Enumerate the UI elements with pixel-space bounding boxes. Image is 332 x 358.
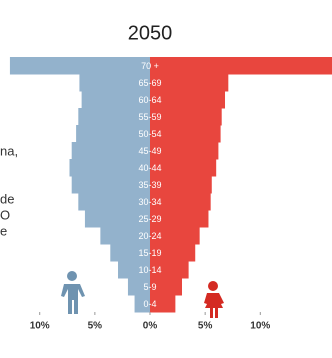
x-tick-label: 0% xyxy=(143,321,158,332)
age-label: 30-34 xyxy=(138,197,161,207)
age-label: 5-9 xyxy=(143,282,156,292)
annotation: O xyxy=(0,207,10,222)
male-bar xyxy=(78,108,151,126)
age-label: 0-4 xyxy=(143,299,156,309)
female-icon xyxy=(204,281,224,318)
age-label: 20-24 xyxy=(138,231,161,241)
female-bar xyxy=(150,176,212,194)
male-bar xyxy=(118,261,151,279)
female-bar xyxy=(150,91,226,109)
male-bar xyxy=(71,142,151,160)
x-tick-label: 5% xyxy=(198,321,213,332)
female-bar xyxy=(150,159,217,177)
male-bar xyxy=(81,91,151,109)
male-bar xyxy=(110,244,151,262)
female-bar xyxy=(150,278,182,296)
female-bar xyxy=(150,210,209,228)
x-tick-label: 10% xyxy=(250,321,270,332)
male-bar xyxy=(78,193,151,211)
bars: 0-4 5-9 10-14 15-19 20-24 25-29 30-34 35-39 40-4… xyxy=(9,57,332,313)
x-tick-label: 5% xyxy=(88,321,103,332)
age-label: 40-44 xyxy=(138,163,161,173)
age-label: 60-64 xyxy=(138,95,161,105)
female-bar xyxy=(150,108,222,126)
age-label: 10-14 xyxy=(138,265,161,275)
female-bar xyxy=(150,261,189,279)
male-bar xyxy=(71,176,151,194)
female-bar xyxy=(150,74,229,92)
male-bar xyxy=(76,125,151,143)
annotation: na, xyxy=(0,143,18,158)
x-tick-label: 10% xyxy=(30,321,50,332)
male-bar xyxy=(79,74,151,92)
age-label: 35-39 xyxy=(138,180,161,190)
female-bar xyxy=(150,57,332,75)
age-label: 25-29 xyxy=(138,214,161,224)
male-bar xyxy=(127,278,151,296)
male-bar xyxy=(69,159,151,177)
annotation: e xyxy=(0,223,7,238)
female-bar xyxy=(150,142,219,160)
female-bar xyxy=(150,227,200,245)
female-bar xyxy=(150,193,211,211)
annotation: de xyxy=(0,191,14,206)
female-bar xyxy=(150,244,196,262)
male-icon xyxy=(61,271,85,314)
chart-title: 2050 xyxy=(128,22,173,44)
female-bar xyxy=(150,125,221,143)
age-label: 55-59 xyxy=(138,112,161,122)
male-bar xyxy=(100,227,151,245)
age-label: 15-19 xyxy=(138,248,161,258)
age-label: 65-69 xyxy=(138,78,161,88)
age-label: 45-49 xyxy=(138,146,161,156)
male-bar xyxy=(134,295,151,313)
male-bar xyxy=(84,210,151,228)
x-axis: 10% 5% 0% 5% 10% xyxy=(30,312,270,332)
age-label: 70 + xyxy=(141,61,159,71)
age-label: 50-54 xyxy=(138,129,161,139)
female-bar xyxy=(150,295,176,313)
male-bar xyxy=(9,57,151,75)
